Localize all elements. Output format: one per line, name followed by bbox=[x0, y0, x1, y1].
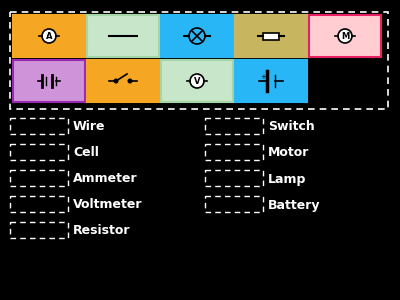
Bar bbox=[10, 196, 68, 212]
Text: Battery: Battery bbox=[268, 199, 320, 212]
Bar bbox=[161, 60, 233, 102]
Circle shape bbox=[128, 79, 132, 83]
Bar bbox=[10, 12, 388, 109]
Circle shape bbox=[189, 28, 205, 44]
Circle shape bbox=[338, 29, 352, 43]
Text: Switch: Switch bbox=[268, 121, 315, 134]
Text: Voltmeter: Voltmeter bbox=[73, 199, 142, 212]
Circle shape bbox=[190, 74, 204, 88]
Bar bbox=[235, 15, 307, 57]
Bar bbox=[205, 196, 263, 212]
Circle shape bbox=[114, 79, 118, 83]
Bar bbox=[87, 60, 159, 102]
Text: Motor: Motor bbox=[268, 146, 309, 160]
Text: Wire: Wire bbox=[73, 121, 106, 134]
Bar bbox=[205, 170, 263, 186]
Bar bbox=[87, 15, 159, 57]
Text: A: A bbox=[46, 32, 52, 41]
Bar bbox=[10, 222, 68, 238]
Circle shape bbox=[42, 29, 56, 43]
Bar bbox=[205, 118, 263, 134]
Bar bbox=[161, 15, 233, 57]
Text: +: + bbox=[260, 74, 266, 80]
Text: Resistor: Resistor bbox=[73, 224, 130, 238]
Bar bbox=[205, 144, 263, 160]
Text: V: V bbox=[194, 77, 200, 86]
Text: Ammeter: Ammeter bbox=[73, 172, 138, 185]
Text: Cell: Cell bbox=[73, 146, 99, 160]
Bar bbox=[263, 32, 279, 40]
Bar bbox=[13, 60, 85, 102]
Text: M: M bbox=[341, 32, 349, 41]
Bar bbox=[309, 15, 381, 57]
Bar bbox=[235, 60, 307, 102]
Bar bbox=[10, 144, 68, 160]
Bar bbox=[13, 15, 85, 57]
Bar bbox=[10, 118, 68, 134]
Text: Lamp: Lamp bbox=[268, 172, 306, 185]
Bar bbox=[10, 170, 68, 186]
